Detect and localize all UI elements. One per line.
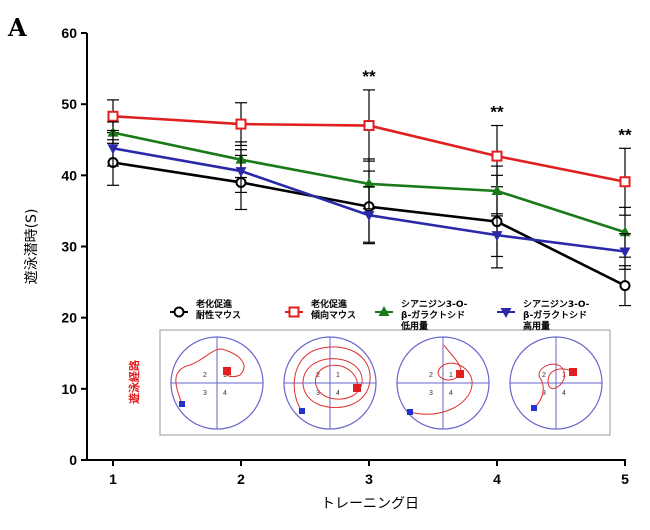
data-point bbox=[491, 184, 503, 195]
data-point bbox=[619, 176, 631, 188]
swim-path bbox=[293, 346, 371, 412]
swim-pool-2: 1 2 3 4 bbox=[283, 336, 377, 430]
data-point bbox=[107, 110, 119, 122]
legend-label: シアニジン3-O- bbox=[523, 299, 590, 310]
legend: 老化促進耐性マウス老化促進傾向マウスシアニジン3-O-β-ガラクトシド低用量シア… bbox=[170, 298, 590, 332]
x-tick-label: 3 bbox=[365, 471, 373, 487]
y-tick-label: 60 bbox=[61, 25, 77, 41]
start-marker bbox=[299, 408, 305, 414]
x-axis-title: トレーニング日 bbox=[321, 496, 419, 512]
swim-pool-4: 1 2 3 4 bbox=[509, 336, 603, 430]
quadrant-label: 3 bbox=[542, 390, 546, 397]
data-point bbox=[363, 120, 375, 132]
quadrant-label: 1 bbox=[449, 372, 453, 379]
legend-label: 耐性マウス bbox=[196, 309, 241, 321]
panel-letter: A bbox=[7, 13, 27, 42]
quadrant-label: 2 bbox=[203, 372, 207, 379]
data-point bbox=[235, 167, 247, 178]
quadrant-label: 3 bbox=[429, 390, 433, 397]
y-tick-label: 20 bbox=[61, 310, 77, 326]
start-marker bbox=[407, 409, 413, 415]
quadrant-label: 4 bbox=[562, 390, 566, 397]
quadrant-label: 3 bbox=[203, 390, 207, 397]
swim-path-inset: 遊泳経路 1 2 3 4 1 2 3 4 1 2 3 4 1 2 3 4 bbox=[127, 329, 611, 436]
quadrant-label: 2 bbox=[429, 372, 433, 379]
quadrant-label: 2 bbox=[542, 372, 546, 379]
quadrant-label: 2 bbox=[316, 372, 320, 379]
y-axis-ticks: 0 10 20 30 40 50 60 bbox=[61, 25, 87, 468]
legend-label: シアニジン3-O- bbox=[401, 299, 468, 310]
swim-pool-3: 1 2 3 4 bbox=[396, 336, 490, 430]
swim-path bbox=[533, 363, 574, 409]
legend-label: 傾向マウス bbox=[310, 309, 356, 321]
legend-swatch-marker bbox=[173, 306, 185, 318]
significance-label: ** bbox=[362, 67, 376, 86]
data-point bbox=[363, 177, 375, 188]
swim-pool-1: 1 2 3 4 bbox=[170, 336, 264, 430]
y-tick-label: 50 bbox=[61, 96, 77, 112]
significance-markers: ** ** ** bbox=[362, 67, 632, 144]
quadrant-label: 1 bbox=[223, 372, 227, 379]
y-tick-label: 30 bbox=[61, 239, 77, 255]
platform-marker bbox=[353, 384, 361, 392]
legend-swatch-marker bbox=[378, 306, 390, 316]
legend-swatch-marker bbox=[288, 306, 300, 318]
data-point bbox=[619, 247, 631, 258]
legend-swatch-marker bbox=[500, 308, 512, 318]
quadrant-label: 4 bbox=[449, 390, 453, 397]
start-marker bbox=[531, 405, 537, 411]
platform-marker bbox=[569, 368, 577, 376]
platform-marker bbox=[456, 370, 464, 378]
legend-label: β-ガラクトシド bbox=[523, 309, 587, 321]
y-tick-label: 0 bbox=[69, 452, 77, 468]
data-point bbox=[491, 150, 503, 162]
legend-label: 高用量 bbox=[523, 320, 550, 332]
legend-label: β-ガラクトシド bbox=[401, 309, 465, 321]
legend-label: 低用量 bbox=[400, 320, 428, 332]
data-point bbox=[107, 144, 119, 155]
quadrant-label: 4 bbox=[223, 390, 227, 397]
x-axis-ticks: 1 2 3 4 5 bbox=[109, 460, 629, 487]
x-tick-label: 5 bbox=[621, 471, 629, 487]
x-tick-label: 2 bbox=[237, 471, 245, 487]
legend-label: 老化促進 bbox=[310, 298, 348, 310]
data-point bbox=[619, 280, 631, 292]
series-layer bbox=[107, 89, 631, 307]
data-point bbox=[363, 211, 375, 222]
quadrant-label: 3 bbox=[316, 390, 320, 397]
legend-label: 老化促進 bbox=[195, 298, 233, 310]
x-tick-label: 4 bbox=[493, 471, 501, 487]
y-tick-label: 40 bbox=[61, 167, 77, 183]
significance-label: ** bbox=[618, 125, 632, 144]
significance-label: ** bbox=[490, 103, 504, 122]
swim-path bbox=[409, 344, 473, 415]
swim-path bbox=[175, 348, 245, 405]
quadrant-label: 4 bbox=[336, 390, 340, 397]
series-4 bbox=[107, 129, 631, 270]
y-axis-title: 遊泳潜時(S) bbox=[24, 209, 40, 285]
data-point bbox=[235, 118, 247, 130]
x-tick-label: 1 bbox=[109, 471, 117, 487]
y-tick-label: 10 bbox=[61, 381, 77, 397]
data-point bbox=[491, 231, 503, 242]
inset-title: 遊泳経路 bbox=[127, 359, 141, 404]
platform-marker bbox=[223, 367, 231, 375]
start-marker bbox=[179, 401, 185, 407]
quadrant-label: 1 bbox=[336, 372, 340, 379]
quadrant-label: 1 bbox=[562, 372, 566, 379]
